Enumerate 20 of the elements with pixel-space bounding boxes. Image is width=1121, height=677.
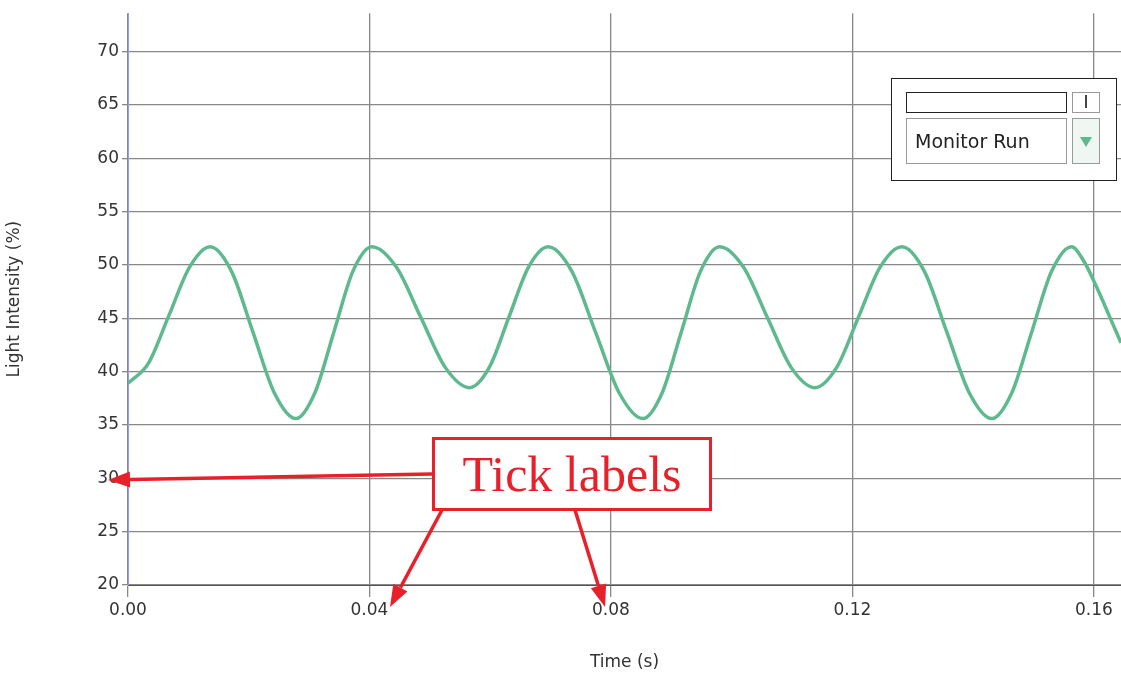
y-tick-label: 45 — [97, 306, 119, 327]
annotation: I — [1072, 92, 1100, 113]
annotation: Monitor Run — [906, 118, 1067, 164]
y-tick-label: 65 — [97, 93, 119, 114]
y-tick-label: 60 — [97, 146, 119, 167]
x-axis-title: Time (s) — [588, 651, 660, 672]
x-tick-label: 0.12 — [833, 598, 872, 619]
x-tick-label: 0.04 — [350, 598, 389, 619]
x-tick-label: 0.16 — [1074, 598, 1113, 619]
y-tick-label: 70 — [97, 40, 119, 61]
y-tick-label: 50 — [97, 253, 119, 274]
y-tick-label: 40 — [97, 360, 119, 381]
y-tick-label: 25 — [97, 520, 119, 541]
y-tick-label: 55 — [97, 200, 119, 221]
y-tick-label: 20 — [97, 573, 119, 594]
y-tick-label: 35 — [97, 413, 119, 434]
x-tick-label: 0.00 — [109, 598, 147, 619]
y-axis-title: Light Intensity (%) — [2, 220, 23, 378]
annotation: Tick labels — [432, 437, 712, 511]
x-tick-label: 0.08 — [591, 598, 630, 619]
